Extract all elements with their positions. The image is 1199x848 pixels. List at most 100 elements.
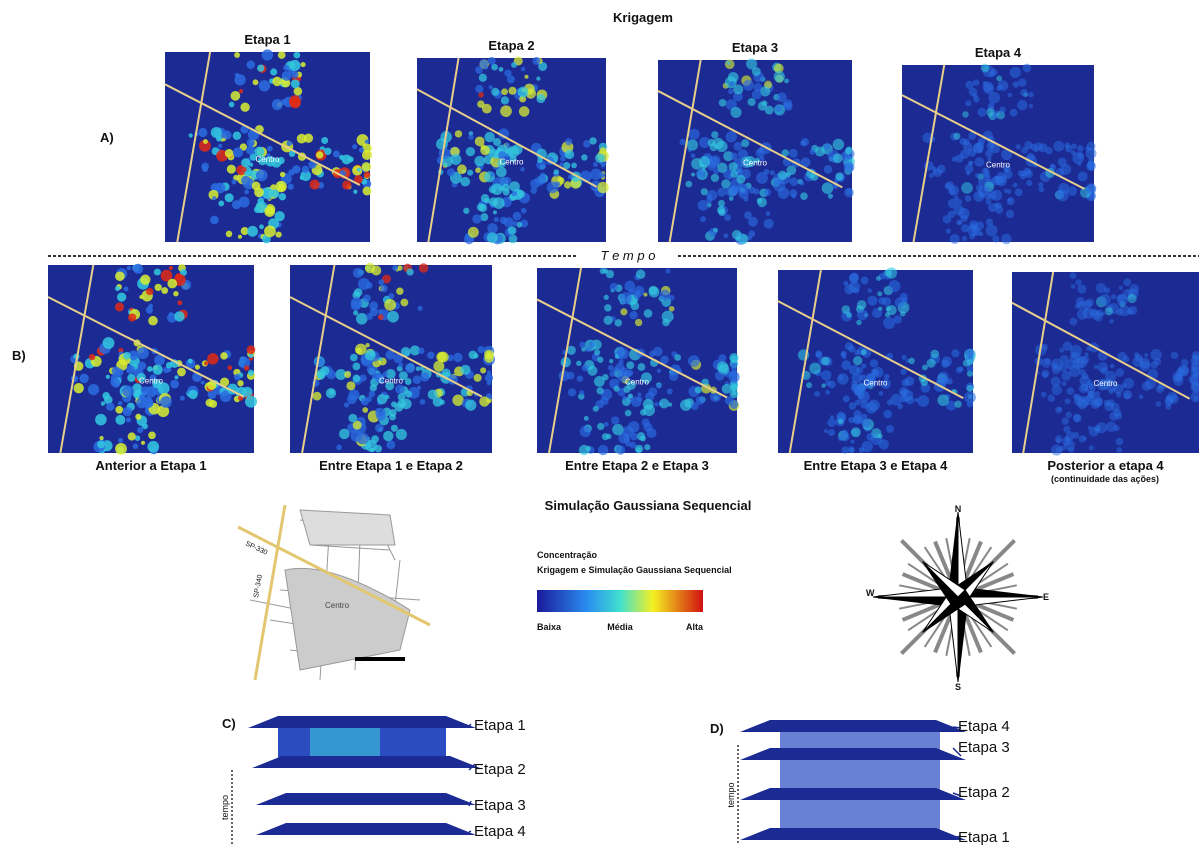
blob (600, 397, 608, 405)
blob (467, 170, 473, 176)
blob (1038, 182, 1043, 187)
blob (809, 363, 821, 375)
blob (521, 208, 527, 214)
blob (846, 312, 852, 318)
compass (873, 512, 1043, 682)
blob (628, 393, 633, 398)
blob (942, 356, 952, 366)
blob (282, 71, 292, 81)
blob (154, 269, 161, 276)
blob (634, 292, 641, 299)
blob (152, 365, 162, 375)
blob (1073, 414, 1081, 422)
blob (933, 168, 942, 177)
blob (946, 229, 951, 234)
blob (717, 361, 728, 372)
blob (608, 365, 614, 371)
blob (662, 311, 674, 323)
blob (731, 362, 737, 368)
panel-caption: Entre Etapa 2 e Etapa 3 (565, 458, 709, 473)
blob (1018, 78, 1026, 86)
blob (210, 216, 219, 225)
blob (115, 406, 123, 414)
blob (973, 96, 979, 102)
leader (469, 724, 471, 726)
blob (475, 167, 481, 173)
blob (501, 88, 508, 95)
blob (339, 429, 349, 439)
blob (509, 181, 520, 192)
blob (201, 163, 209, 171)
blob (180, 396, 185, 401)
blob (1061, 371, 1071, 381)
blob (631, 302, 640, 311)
blob (886, 425, 894, 433)
blob (416, 366, 421, 371)
blob (167, 279, 177, 289)
blob (493, 197, 505, 209)
blob (147, 441, 159, 453)
blob (837, 373, 848, 384)
blob (1116, 309, 1123, 316)
blob (1139, 394, 1144, 399)
blob (1175, 373, 1183, 381)
blob (604, 422, 609, 427)
blob (876, 276, 881, 281)
blob (138, 361, 147, 370)
stack-level: Etapa 2 (958, 784, 1010, 801)
blob (883, 410, 892, 419)
blob (1119, 286, 1123, 290)
blob (256, 169, 268, 181)
time-label: T e m p o (601, 248, 656, 263)
blob (589, 137, 596, 144)
blob (618, 348, 629, 359)
blob (1089, 445, 1094, 450)
blob (628, 421, 640, 433)
blob (480, 367, 486, 373)
blob (730, 81, 735, 86)
panel-caption: Entre Etapa 3 e Etapa 4 (804, 458, 949, 473)
blob (378, 314, 384, 320)
blob (413, 375, 422, 384)
blob (405, 363, 415, 373)
blob (485, 374, 493, 382)
blob (731, 107, 742, 118)
blob (264, 225, 276, 237)
blob (487, 223, 498, 234)
panel-center: Centro (139, 376, 164, 385)
blob (304, 133, 313, 142)
blob (1085, 146, 1090, 151)
blob (814, 391, 820, 397)
blob (1063, 426, 1070, 433)
blob (189, 133, 193, 137)
blob (718, 209, 725, 216)
blob (996, 76, 1002, 82)
blob (291, 79, 300, 88)
blob (177, 368, 186, 377)
blob (842, 429, 847, 434)
blob (480, 145, 490, 155)
blob (975, 173, 980, 178)
blob (321, 137, 328, 144)
blob (856, 320, 861, 325)
blob (843, 395, 850, 402)
blob (1035, 142, 1043, 150)
blob (637, 396, 642, 401)
blob (279, 193, 286, 200)
blob (726, 186, 737, 197)
blob (636, 447, 641, 452)
blob (567, 372, 575, 380)
blob (365, 343, 369, 347)
blob (1092, 396, 1103, 407)
note: (continuidade das ações) (1051, 474, 1159, 484)
blob (1051, 444, 1062, 455)
blob (316, 151, 323, 158)
blob (115, 302, 124, 311)
blob (283, 65, 289, 71)
blob (499, 67, 504, 72)
blob (856, 367, 863, 374)
blob (350, 354, 358, 362)
blob (233, 147, 243, 157)
blob (917, 395, 929, 407)
blob (850, 440, 854, 444)
